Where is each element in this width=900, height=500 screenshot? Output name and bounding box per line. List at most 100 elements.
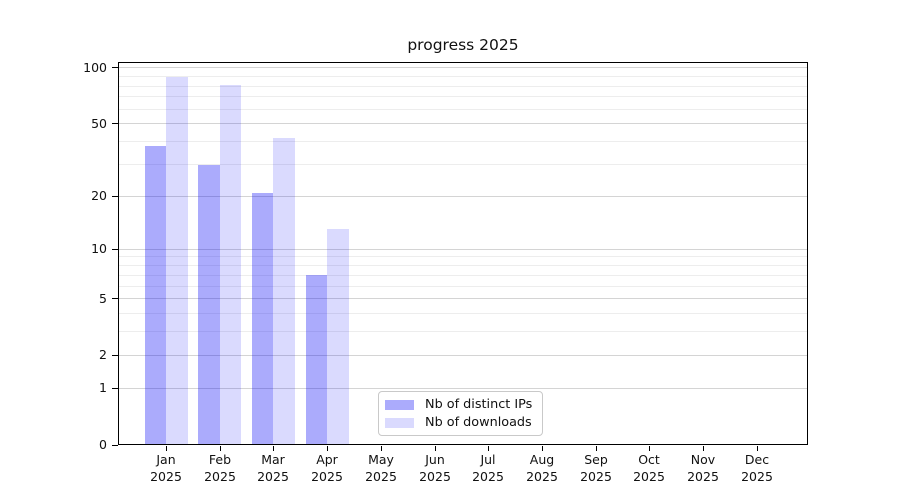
- legend-label-downloads: Nb of downloads: [425, 415, 532, 430]
- x-tick-label-mar: Mar 2025: [245, 452, 301, 485]
- y-tick-mark-100: [112, 67, 118, 68]
- gridline-major-50: [119, 123, 807, 124]
- y-tick-mark-50: [112, 123, 118, 124]
- x-tick-year: 2025: [633, 468, 665, 484]
- x-tick-mark-jun: [435, 446, 436, 451]
- x-tick-year: 2025: [687, 468, 719, 484]
- x-tick-year: 2025: [365, 468, 397, 484]
- x-tick-month: Apr: [316, 452, 338, 467]
- x-tick-label-dec: Dec 2025: [729, 452, 785, 485]
- bar-distinct-ips-mar: [251, 192, 274, 445]
- y-tick-mark-2: [112, 355, 118, 356]
- x-tick-label-jun: Jun 2025: [407, 452, 463, 485]
- y-tick-label-5: 5: [99, 291, 107, 306]
- gridline-minor-30: [119, 164, 807, 165]
- x-tick-year: 2025: [741, 468, 773, 484]
- x-tick-year: 2025: [419, 468, 451, 484]
- y-tick-label-0: 0: [99, 437, 107, 452]
- x-tick-mark-oct: [649, 446, 650, 451]
- y-tick-label-20: 20: [91, 188, 107, 203]
- x-tick-year: 2025: [311, 468, 343, 484]
- x-tick-year: 2025: [257, 468, 289, 484]
- gridline-minor-9: [119, 256, 807, 257]
- gridline-minor-60: [119, 109, 807, 110]
- x-tick-label-aug: Aug 2025: [514, 452, 570, 485]
- y-tick-mark-20: [112, 196, 118, 197]
- x-tick-mark-nov: [703, 446, 704, 451]
- gridline-minor-70: [119, 96, 807, 97]
- gridline-minor-40: [119, 141, 807, 142]
- x-tick-mark-apr: [327, 446, 328, 451]
- y-tick-label-50: 50: [91, 116, 107, 131]
- x-tick-mark-jan: [166, 446, 167, 451]
- y-tick-mark-0: [112, 445, 118, 446]
- y-tick-label-1: 1: [99, 380, 107, 395]
- x-tick-year: 2025: [204, 468, 236, 484]
- x-tick-year: 2025: [526, 468, 558, 484]
- x-tick-month: Mar: [261, 452, 285, 467]
- x-tick-label-feb: Feb 2025: [192, 452, 248, 485]
- gridline-minor-6: [119, 286, 807, 287]
- y-tick-mark-1: [112, 388, 118, 389]
- x-tick-year: 2025: [472, 468, 504, 484]
- gridline-minor-8: [119, 265, 807, 266]
- x-tick-month: Nov: [690, 452, 716, 467]
- x-tick-month: Aug: [529, 452, 555, 467]
- x-tick-label-jan: Jan 2025: [138, 452, 194, 485]
- bar-distinct-ips-feb: [198, 164, 220, 445]
- y-tick-label-2: 2: [99, 347, 107, 362]
- gridline-major-1: [119, 388, 807, 389]
- x-tick-month: Oct: [638, 452, 660, 467]
- gridline-major-100: [119, 67, 807, 68]
- x-tick-mark-sep: [596, 446, 597, 451]
- gridline-major-5: [119, 298, 807, 299]
- gridline-minor-7: [119, 275, 807, 276]
- legend-swatch-downloads: [385, 417, 414, 428]
- x-tick-year: 2025: [580, 468, 612, 484]
- x-tick-mark-mar: [273, 446, 274, 451]
- bar-downloads-feb: [219, 85, 242, 445]
- x-tick-year: 2025: [150, 468, 182, 484]
- legend-item-distinct-ips: Nb of distinct IPs: [385, 397, 534, 412]
- x-tick-month: Jul: [480, 452, 496, 467]
- x-tick-label-may: May 2025: [353, 452, 409, 485]
- x-tick-mark-aug: [542, 446, 543, 451]
- bar-downloads-mar: [273, 137, 295, 445]
- legend-label-distinct-ips: Nb of distinct IPs: [425, 397, 533, 412]
- legend-swatch-distinct-ips: [385, 399, 414, 410]
- gridline-major-10: [119, 249, 807, 250]
- legend: Nb of distinct IPs Nb of downloads: [378, 391, 543, 436]
- y-tick-label-10: 10: [91, 241, 107, 256]
- bar-distinct-ips-apr: [305, 275, 328, 445]
- x-tick-month: Feb: [208, 452, 232, 467]
- x-tick-label-nov: Nov 2025: [675, 452, 731, 485]
- gridline-major-20: [119, 196, 807, 197]
- gridline-minor-3: [119, 331, 807, 332]
- y-tick-label-100: 100: [83, 60, 107, 75]
- x-tick-mark-feb: [220, 446, 221, 451]
- x-tick-mark-may: [381, 446, 382, 451]
- x-tick-month: May: [368, 452, 394, 467]
- x-tick-month: Jun: [425, 452, 445, 467]
- x-tick-month: Sep: [584, 452, 608, 467]
- x-tick-mark-jul: [488, 446, 489, 451]
- gridline-major-2: [119, 355, 807, 356]
- x-tick-month: Jan: [156, 452, 176, 467]
- legend-item-downloads: Nb of downloads: [385, 415, 534, 430]
- x-tick-label-jul: Jul 2025: [460, 452, 516, 485]
- x-tick-mark-dec: [757, 446, 758, 451]
- chart-title: progress 2025: [407, 36, 519, 54]
- gridline-minor-4: [119, 313, 807, 314]
- gridline-minor-90: [119, 76, 807, 77]
- y-tick-mark-10: [112, 249, 118, 250]
- x-tick-month: Dec: [744, 452, 770, 467]
- x-tick-label-apr: Apr 2025: [299, 452, 355, 485]
- gridline-minor-80: [119, 86, 807, 87]
- bar-downloads-apr: [327, 229, 349, 445]
- y-tick-mark-5: [112, 298, 118, 299]
- x-tick-label-sep: Sep 2025: [568, 452, 624, 485]
- x-tick-label-oct: Oct 2025: [621, 452, 677, 485]
- bar-distinct-ips-jan: [144, 145, 166, 445]
- bar-downloads-jan: [166, 77, 188, 445]
